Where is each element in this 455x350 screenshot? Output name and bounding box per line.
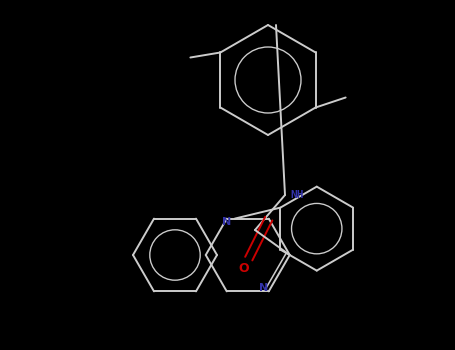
Text: NH: NH [290,190,303,200]
Text: O: O [238,262,249,275]
Text: N: N [222,217,232,227]
Text: N: N [259,284,268,293]
